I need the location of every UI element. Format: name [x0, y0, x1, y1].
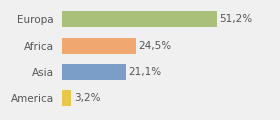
Bar [62, 64, 126, 80]
Bar [62, 11, 217, 27]
Text: 51,2%: 51,2% [220, 14, 253, 24]
Text: 24,5%: 24,5% [139, 41, 172, 51]
Text: 21,1%: 21,1% [128, 67, 161, 77]
Bar [62, 38, 136, 54]
Text: 3,2%: 3,2% [74, 93, 100, 103]
Bar [62, 90, 71, 106]
